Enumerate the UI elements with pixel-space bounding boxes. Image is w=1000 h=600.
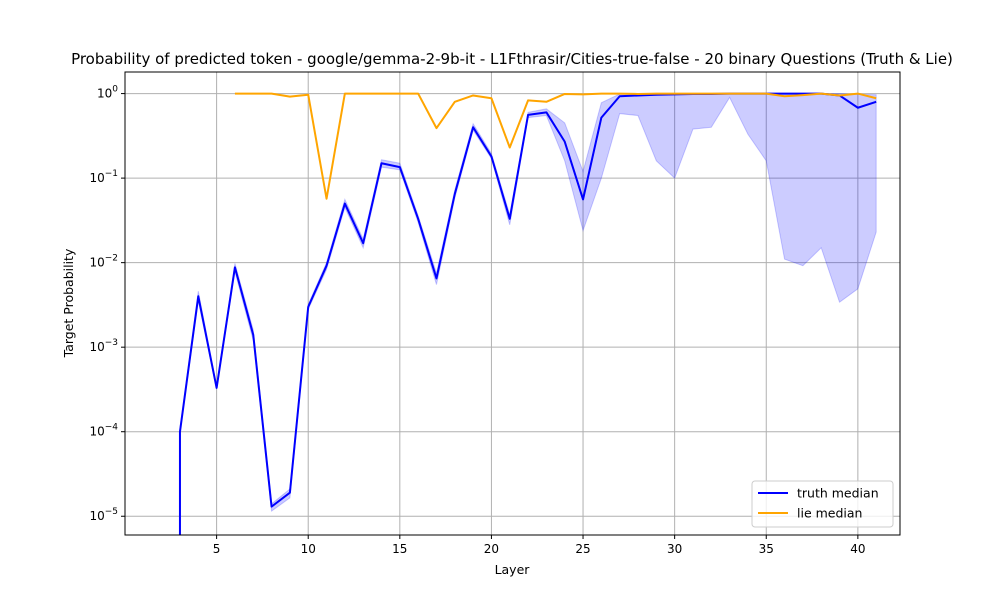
y-axis-ticks: 10−5 10−4 10−3 10−2 10−1 100 (89, 85, 125, 523)
y-axis-label: Target Probability (61, 248, 76, 358)
lie-median-line (234, 92, 877, 200)
y-tick-label: 10−3 (89, 338, 118, 354)
y-tick-label: 100 (97, 85, 118, 101)
x-tick-label: 10 (301, 542, 316, 556)
grid (125, 72, 900, 535)
x-tick-label: 5 (213, 542, 221, 556)
y-tick-label: 10−5 (89, 507, 118, 523)
chart-title: Probability of predicted token - google/… (71, 50, 953, 68)
legend-label-truth: truth median (797, 486, 879, 501)
y-tick-label: 10−1 (89, 169, 118, 185)
x-tick-label: 25 (575, 542, 590, 556)
y-tick-label: 10−4 (89, 423, 118, 439)
x-tick-label: 20 (484, 542, 499, 556)
plot-frame (124, 71, 901, 536)
lines-layer (178, 92, 877, 535)
x-tick-label: 40 (850, 542, 865, 556)
x-axis-ticks: 5 10 15 20 25 30 35 40 (213, 535, 866, 556)
x-tick-label: 30 (667, 542, 682, 556)
x-tick-label: 15 (392, 542, 407, 556)
x-axis-label: Layer (495, 562, 531, 577)
legend: truth median lie median (751, 480, 894, 528)
y-tick-label: 10−2 (89, 254, 118, 270)
legend-label-lie: lie median (797, 506, 862, 521)
x-tick-label: 35 (759, 542, 774, 556)
